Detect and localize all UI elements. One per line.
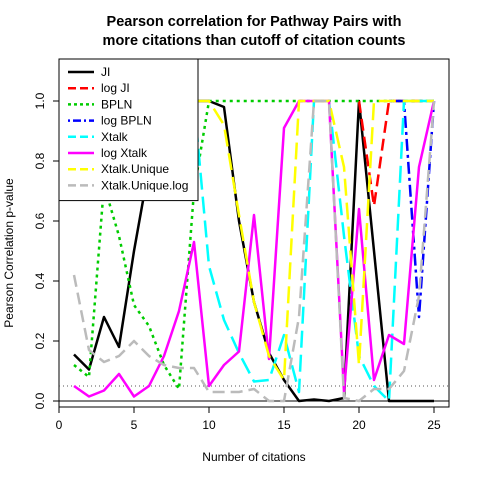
legend-label: Xtalk.Unique xyxy=(101,162,169,176)
x-tick-label: 25 xyxy=(427,418,441,432)
series-line-xtalk-unique xyxy=(194,99,434,382)
chart-title-line-1: Pearson correlation for Pathway Pairs wi… xyxy=(107,14,402,30)
legend-label: BPLN xyxy=(101,97,132,111)
plot-frame xyxy=(58,58,450,408)
y-tick-label: 0.8 xyxy=(33,152,47,169)
legend-label: JI xyxy=(101,65,110,79)
legend-label: Xtalk.Unique.log xyxy=(101,178,188,192)
chart-title-line-2: more citations than cutoff of citation c… xyxy=(103,33,406,49)
x-axis-label: Number of citations xyxy=(202,450,305,464)
y-tick-label: 0.0 xyxy=(33,392,47,409)
y-tick-label: 0.6 xyxy=(33,212,47,229)
legend-label: log BPLN xyxy=(101,114,152,128)
x-tick-label: 5 xyxy=(131,418,138,432)
legend-box xyxy=(58,58,199,202)
x-tick-label: 0 xyxy=(56,418,63,432)
legend-label: Xtalk xyxy=(101,130,129,144)
y-tick-label: 0.2 xyxy=(33,332,47,349)
x-tick-label: 10 xyxy=(202,418,216,432)
y-tick-label: 1.0 xyxy=(33,92,47,109)
series-line-log-xtalk xyxy=(73,99,436,398)
y-tick-label: 0.4 xyxy=(33,272,47,289)
legend-label: log JI xyxy=(101,81,130,95)
y-axis-label: Pearson Correlation p-value xyxy=(2,178,16,328)
series-line-xtalk-unique-log xyxy=(72,99,436,403)
plot-area: 0 5 10 15 20 25 0.0 0.2 0.4 0.6 0.8 1.0 xyxy=(33,58,450,432)
legend-label: log Xtalk xyxy=(101,146,148,160)
x-tick-label: 20 xyxy=(352,418,366,432)
legend: JI log JI BPLN log BPLN Xtalk log Xtalk Xtalk.… xyxy=(58,58,199,202)
x-tick-label: 15 xyxy=(277,418,291,432)
